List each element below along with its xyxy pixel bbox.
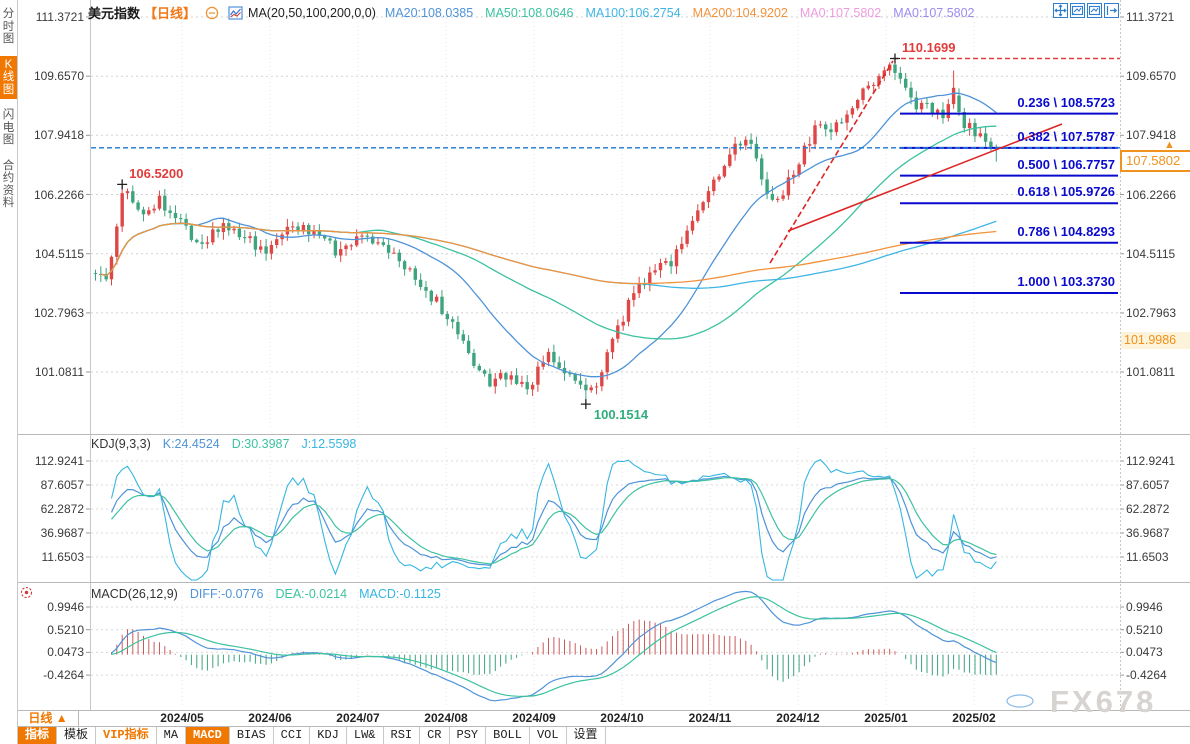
sidebar-tab-闪电图[interactable]: 闪电图 <box>2 109 15 146</box>
period-selector[interactable]: 日线 ▲ <box>18 710 79 726</box>
toolbar-button-MA[interactable]: MA <box>157 727 187 744</box>
toolbar-button-BOLL[interactable]: BOLL <box>486 727 530 744</box>
candles-layer <box>93 58 998 405</box>
sidebar-tab-分时图[interactable]: 分时图 <box>2 8 15 45</box>
month-label: 2024/12 <box>776 711 820 725</box>
kdj-title: KDJ(9,3,3) <box>91 437 151 451</box>
toolbar-button-RSI[interactable]: RSI <box>384 727 421 744</box>
toolbar-button-CCI[interactable]: CCI <box>274 727 311 744</box>
month-label: 2024/10 <box>600 711 644 725</box>
macd-layer <box>111 590 1034 708</box>
month-label: 2024/09 <box>512 711 556 725</box>
ma20-line <box>100 92 997 378</box>
alarm-target-icon[interactable] <box>19 585 34 600</box>
kdj-d-line <box>111 477 997 565</box>
macd-value-label: MACD:-0.1125 <box>359 587 441 601</box>
month-label: 2024/11 <box>688 711 732 725</box>
toolbar-button-CR[interactable]: CR <box>420 727 450 744</box>
month-label: 2025/02 <box>952 711 996 725</box>
ma200-line <box>100 222 997 285</box>
ma-value-label: MA0:107.5802 <box>799 5 882 20</box>
toolbar-button-BIAS[interactable]: BIAS <box>230 727 274 744</box>
minus-circle-icon[interactable] <box>205 6 219 20</box>
toolbar-button-PSY[interactable]: PSY <box>450 727 487 744</box>
annotations-layer <box>91 53 1120 410</box>
kdj-values: K:24.4524 D:30.3987 J:12.5598 <box>163 437 357 451</box>
macd-value-label: DEA:-0.0214 <box>275 587 348 601</box>
toolbar-button-VOL[interactable]: VOL <box>530 727 567 744</box>
ma-value-label: MA0:107.5802 <box>893 5 975 20</box>
kdj-value-label: K:24.4524 <box>162 437 220 451</box>
month-label: 2024/05 <box>160 711 204 725</box>
macd-header: MACD(26,12,9) DIFF:-0.0776 DEA:-0.0214 MAC… <box>91 587 441 601</box>
toolbar-button-设置[interactable]: 设置 <box>567 727 606 744</box>
macd-dea-line <box>111 595 997 697</box>
period-tag: 【日线】 <box>144 6 197 21</box>
panel-frame <box>18 0 1190 727</box>
toolbar-button-模板[interactable]: 模板 <box>57 727 97 744</box>
toolbar-button-指标[interactable]: 指标 <box>18 727 58 744</box>
trendline-1 <box>787 123 1063 232</box>
toolbar-button-LW&[interactable]: LW& <box>347 727 384 744</box>
cross-marker <box>890 53 900 64</box>
ma-settings-label: MA(20,50,100,200,0,0) <box>248 5 376 20</box>
kdj-value-label: D:30.3987 <box>231 437 290 451</box>
macd-value-label: DIFF:-0.0776 <box>189 587 264 601</box>
kdj-j-line <box>110 459 997 581</box>
ellipse-annotation <box>1006 694 1034 708</box>
watermark: FX678 <box>1050 684 1157 719</box>
date-axis-row: 日线 ▲ 2024/05 2024/06 2024/07 2024/08 2024/09… <box>18 710 1190 726</box>
zoom-axis-right-icon[interactable] <box>1087 3 1102 18</box>
kdj-layer <box>110 459 997 581</box>
exit-right-icon[interactable] <box>1104 3 1119 18</box>
indicator-toolbar: 指标 模板 VIP指标 MA MACD BIAS CCI KDJ LW& RSI CR PSY BOLL… <box>18 727 1190 744</box>
ma100-line <box>100 220 997 289</box>
month-label: 2025/01 <box>864 711 908 725</box>
toolbar-button-KDJ[interactable]: KDJ <box>310 727 347 744</box>
cross-marker <box>117 179 128 190</box>
kdj-header: KDJ(9,3,3) K:24.4524 D:30.3987 J:12.5598 <box>91 437 356 451</box>
month-label: 2024/06 <box>248 711 292 725</box>
kdj-value-label: J:12.5598 <box>301 437 357 451</box>
ma50-line <box>100 125 997 340</box>
kdj-k-line <box>110 475 997 567</box>
month-label: 2024/08 <box>424 711 468 725</box>
ma-value-label: MA20:108.0385 <box>384 5 474 20</box>
chart-header: 美元指数 【日线】 MA(20,50,100,200,0,0) MA20:108… <box>88 3 975 22</box>
symbol-name: 美元指数 <box>88 6 141 21</box>
ma-value-label: MA100:106.2754 <box>585 5 681 20</box>
window-icons <box>1053 3 1119 18</box>
month-label: 2024/07 <box>336 711 380 725</box>
ma-value-label: MA200:104.9202 <box>692 5 788 20</box>
ma-lines-layer <box>100 92 997 378</box>
sidebar-tab-合约资料[interactable]: 合约资料 <box>2 159 15 210</box>
toolbar-button-VIP指标[interactable]: VIP指标 <box>96 727 157 744</box>
line-chart-icon[interactable] <box>228 5 243 20</box>
toolbar-button-MACD[interactable]: MACD <box>186 727 230 744</box>
macd-values: DIFF:-0.0776 DEA:-0.0214 MACD:-0.1125 <box>190 587 441 601</box>
ma-value-label: MA50:108.0646 <box>485 5 574 20</box>
ma-values: MA20:108.0385 MA50:108.0646 MA100:106.2754… <box>385 6 975 20</box>
macd-histogram <box>111 619 997 682</box>
grid-layer <box>86 10 1124 708</box>
cross-marker <box>580 399 591 410</box>
pan-crosshair-icon[interactable] <box>1053 3 1068 18</box>
zoom-axis-left-icon[interactable] <box>1070 3 1085 18</box>
macd-title: MACD(26,12,9) <box>91 587 178 601</box>
trendline-2 <box>769 60 894 264</box>
